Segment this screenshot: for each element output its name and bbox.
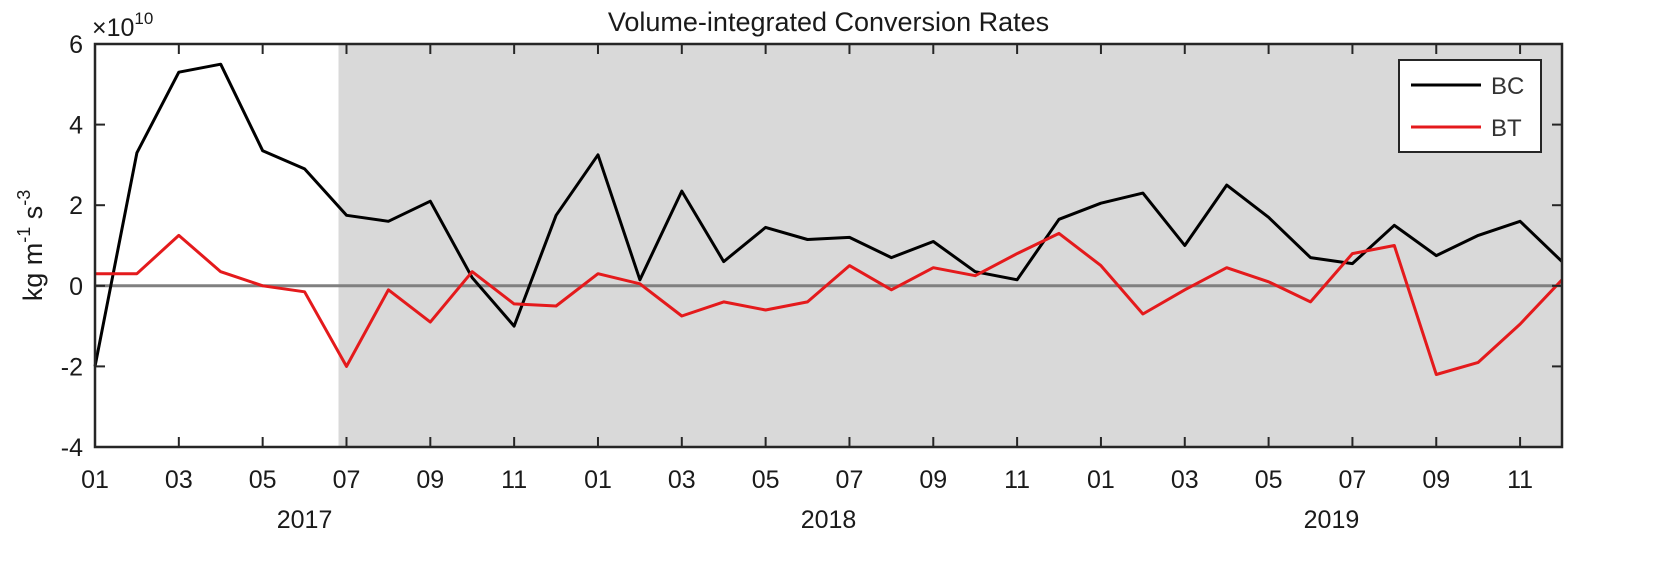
- x-tick-label: 07: [333, 466, 361, 494]
- x-tick-label: 01: [1087, 466, 1115, 494]
- y-multiplier: ×1010: [92, 9, 153, 42]
- y-label-mid: s: [18, 206, 48, 227]
- x-tick-label: 09: [416, 466, 444, 494]
- y-axis-label: kg m-1 s-3: [14, 190, 48, 302]
- x-tick-label: 05: [249, 466, 277, 494]
- x-tick-label: 01: [584, 466, 612, 494]
- series-line-bc: [93, 62, 1564, 367]
- chart-title: Volume-integrated Conversion Rates: [608, 7, 1049, 37]
- legend-label-bc: BC: [1491, 73, 1524, 100]
- series-line-bt: [95, 231, 1564, 376]
- year-label: 2018: [801, 506, 857, 534]
- x-tick-label: 03: [668, 466, 696, 494]
- ticks-layer: -4 -2 0 2 4 6 01 03 05 07 09 11 01 03 05 07 09 11 01 03 05 07…: [61, 31, 1562, 534]
- legend-label-bt: BT: [1491, 115, 1522, 142]
- y-label-sup2: -3: [14, 190, 34, 206]
- year-label: 2019: [1304, 506, 1360, 534]
- y-tick-label: -4: [61, 434, 83, 462]
- year-label: 2017: [277, 506, 333, 534]
- y-multiplier-exp: 10: [134, 9, 153, 28]
- x-tick-label: 11: [1507, 466, 1533, 494]
- plot-frame: [93, 42, 1564, 449]
- legend: BC BT: [1398, 59, 1542, 153]
- x-tick-label: 05: [752, 466, 780, 494]
- shaded-period: [338, 44, 1562, 447]
- y-label-base: kg m: [18, 243, 48, 302]
- y-tick-label: -2: [61, 353, 83, 381]
- legend-items: BC BT: [1411, 73, 1524, 142]
- y-multiplier-base: ×10: [92, 14, 134, 42]
- x-tick-label: 05: [1255, 466, 1283, 494]
- legend-box: [1398, 59, 1542, 153]
- x-tick-label: 01: [81, 466, 109, 494]
- x-tick-label: 11: [1004, 466, 1030, 494]
- x-tick-label: 09: [1422, 466, 1450, 494]
- x-tick-label: 03: [165, 466, 193, 494]
- y-tick-label: 6: [69, 31, 83, 59]
- y-label-sup1: -1: [14, 227, 34, 243]
- series-layer: [93, 62, 1564, 376]
- y-tick-label: 2: [69, 192, 83, 220]
- y-tick-label: 4: [69, 112, 83, 140]
- x-tick-label: 07: [836, 466, 864, 494]
- x-tick-label: 09: [919, 466, 947, 494]
- x-tick-label: 07: [1339, 466, 1367, 494]
- x-tick-label: 03: [1171, 466, 1199, 494]
- x-tick-label: 11: [501, 466, 527, 494]
- y-tick-label: 0: [69, 273, 83, 301]
